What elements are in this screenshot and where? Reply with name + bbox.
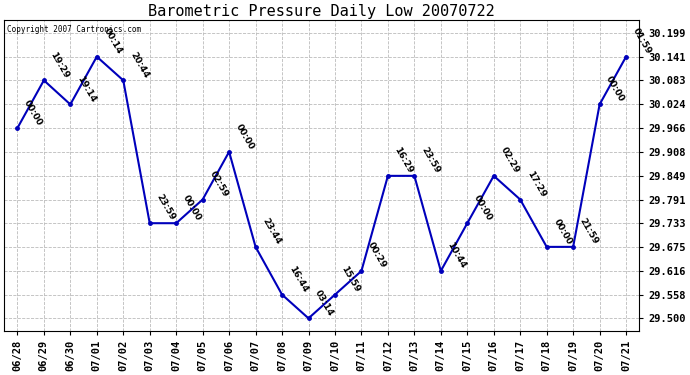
Text: 16:44: 16:44 bbox=[287, 264, 309, 294]
Text: 02:29: 02:29 bbox=[498, 146, 521, 175]
Text: 00:00: 00:00 bbox=[181, 194, 203, 222]
Text: 23:44: 23:44 bbox=[260, 216, 283, 246]
Text: 19:14: 19:14 bbox=[75, 74, 97, 104]
Text: 10:44: 10:44 bbox=[446, 241, 468, 270]
Title: Barometric Pressure Daily Low 20070722: Barometric Pressure Daily Low 20070722 bbox=[148, 4, 495, 19]
Text: 02:59: 02:59 bbox=[208, 170, 230, 199]
Text: 23:59: 23:59 bbox=[419, 146, 442, 175]
Text: 00:00: 00:00 bbox=[234, 122, 256, 151]
Text: 01:59: 01:59 bbox=[631, 27, 653, 56]
Text: 20:44: 20:44 bbox=[128, 50, 150, 80]
Text: 00:29: 00:29 bbox=[366, 241, 388, 270]
Text: 00:00: 00:00 bbox=[22, 98, 44, 127]
Text: 23:59: 23:59 bbox=[155, 193, 177, 222]
Text: 15:59: 15:59 bbox=[339, 264, 362, 294]
Text: 17:29: 17:29 bbox=[525, 169, 547, 199]
Text: 00:00: 00:00 bbox=[551, 217, 573, 246]
Text: 21:59: 21:59 bbox=[578, 217, 600, 246]
Text: 19:29: 19:29 bbox=[48, 50, 71, 80]
Text: 03:14: 03:14 bbox=[313, 288, 335, 318]
Text: 00:14: 00:14 bbox=[101, 27, 124, 56]
Text: 00:00: 00:00 bbox=[604, 75, 627, 104]
Text: Copyright 2007 Cartronics.com: Copyright 2007 Cartronics.com bbox=[8, 25, 141, 34]
Text: 16:29: 16:29 bbox=[393, 146, 415, 175]
Text: 00:00: 00:00 bbox=[472, 194, 494, 222]
